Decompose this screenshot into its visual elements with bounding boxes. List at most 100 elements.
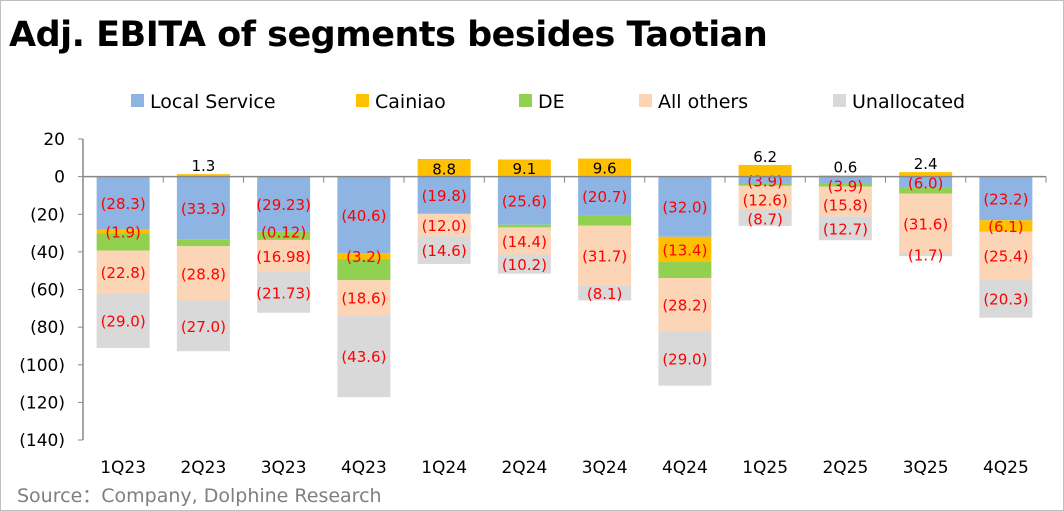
- data-label: (29.0): [101, 313, 146, 331]
- data-label: (12.0): [422, 217, 467, 235]
- source-note: Source：Company, Dolphine Research: [17, 485, 382, 507]
- bar-segment: [497, 159, 551, 177]
- bar-segment: [417, 176, 471, 214]
- bar-segment: [979, 220, 1033, 232]
- x-tick-label: 4Q24: [662, 458, 708, 478]
- chart-title: Adj. EBITA of segments besides Taotian: [9, 15, 768, 55]
- bar-segment: [337, 280, 391, 316]
- x-tick-label: 1Q23: [100, 458, 146, 478]
- data-label: (29.0): [662, 350, 707, 368]
- bar-segment: [96, 176, 150, 230]
- x-tick-label: 3Q24: [582, 458, 628, 478]
- data-label: (6.0): [908, 174, 944, 192]
- bar-segment: [738, 164, 792, 177]
- bar-segment: [979, 231, 1033, 280]
- data-label: (13.4): [662, 241, 707, 259]
- data-label: (12.7): [823, 220, 868, 238]
- data-label: (1.9): [105, 224, 141, 242]
- bar-segment: [658, 262, 712, 279]
- data-label: (1.7): [908, 247, 944, 265]
- bar-segment: [497, 176, 551, 225]
- data-label: (15.8): [823, 196, 868, 214]
- legend-label: Cainiao: [375, 91, 446, 113]
- bar-segment: [176, 174, 230, 177]
- x-tick-label: 1Q25: [742, 458, 788, 478]
- data-label: (20.7): [582, 188, 627, 206]
- x-tick-label: 3Q25: [903, 458, 949, 478]
- data-label: (14.6): [422, 242, 467, 260]
- bar-segment: [578, 158, 632, 177]
- bar-segment: [578, 176, 632, 216]
- y-tick-label: (140): [19, 431, 65, 451]
- bar-segment: [176, 246, 230, 301]
- legend-swatch: [131, 94, 144, 107]
- bar-segment: [417, 160, 471, 177]
- bar-segment: [578, 225, 632, 286]
- legend-swatch: [833, 94, 846, 107]
- x-tick-label: 1Q24: [421, 458, 467, 478]
- data-label: (28.3): [101, 195, 146, 213]
- data-label: (29.23): [256, 196, 311, 214]
- bar-segment: [658, 331, 712, 386]
- y-tick-label: (80): [30, 318, 65, 338]
- legend-label: Local Service: [150, 91, 276, 113]
- x-tick-label: 2Q23: [180, 458, 226, 478]
- data-label: (6.1): [988, 218, 1024, 236]
- bar-segment: [899, 193, 953, 254]
- data-label: (3.9): [747, 172, 783, 190]
- data-label: (31.6): [903, 215, 948, 233]
- data-label: (25.4): [983, 248, 1028, 266]
- data-label: (25.6): [502, 193, 547, 211]
- bar-segment: [979, 176, 1033, 221]
- bar-segment: [738, 176, 792, 184]
- data-label: 1.3: [191, 157, 215, 175]
- bar-segment: [176, 176, 230, 240]
- bar-segment: [417, 236, 471, 264]
- y-tick-label: 20: [43, 130, 65, 150]
- bar-segment: [818, 176, 872, 184]
- data-label: (43.6): [341, 348, 386, 366]
- data-label: (27.0): [181, 318, 226, 336]
- bar-segment: [257, 231, 311, 240]
- bar-segment: [257, 239, 311, 272]
- bar-segment: [578, 285, 632, 301]
- data-label: (33.3): [181, 200, 226, 218]
- data-label: (10.2): [502, 256, 547, 274]
- x-tick-label: 4Q23: [341, 458, 387, 478]
- data-label: 9.6: [593, 160, 617, 178]
- bar-segment: [96, 293, 150, 349]
- data-label: (22.8): [101, 264, 146, 282]
- data-label: 8.8: [432, 160, 456, 178]
- bar-segment: [658, 176, 712, 237]
- data-label: 9.1: [512, 160, 536, 178]
- bar-segment: [96, 233, 150, 251]
- data-label: (14.4): [502, 233, 547, 251]
- bar-segment: [738, 209, 792, 226]
- bar-segment: [417, 213, 471, 237]
- bar-segment: [497, 224, 551, 228]
- bar-segment: [176, 300, 230, 352]
- legend-label: Unallocated: [852, 91, 965, 113]
- data-label: (18.6): [341, 290, 386, 308]
- bar-segment: [578, 215, 632, 226]
- y-tick-label: (60): [30, 281, 65, 301]
- bar-segment: [658, 236, 712, 263]
- data-label: (3.2): [346, 248, 382, 266]
- data-label: (8.1): [587, 285, 623, 303]
- data-label: (28.2): [662, 297, 707, 315]
- bar-segment: [818, 186, 872, 217]
- data-label: (31.7): [582, 247, 627, 265]
- data-label: (16.98): [256, 248, 311, 266]
- y-tick-label: (100): [19, 356, 65, 376]
- data-label: (3.9): [828, 177, 864, 195]
- data-label: (21.73): [256, 284, 311, 302]
- bar-segment: [337, 315, 391, 398]
- bar-segment: [497, 254, 551, 274]
- y-tick-label: 0: [54, 168, 65, 188]
- data-label: (28.8): [181, 265, 226, 283]
- data-label: (23.2): [983, 190, 1028, 208]
- legend-swatch: [519, 94, 532, 107]
- bar-segment: [818, 216, 872, 241]
- legend-swatch: [356, 94, 369, 107]
- legend-label: DE: [538, 91, 565, 113]
